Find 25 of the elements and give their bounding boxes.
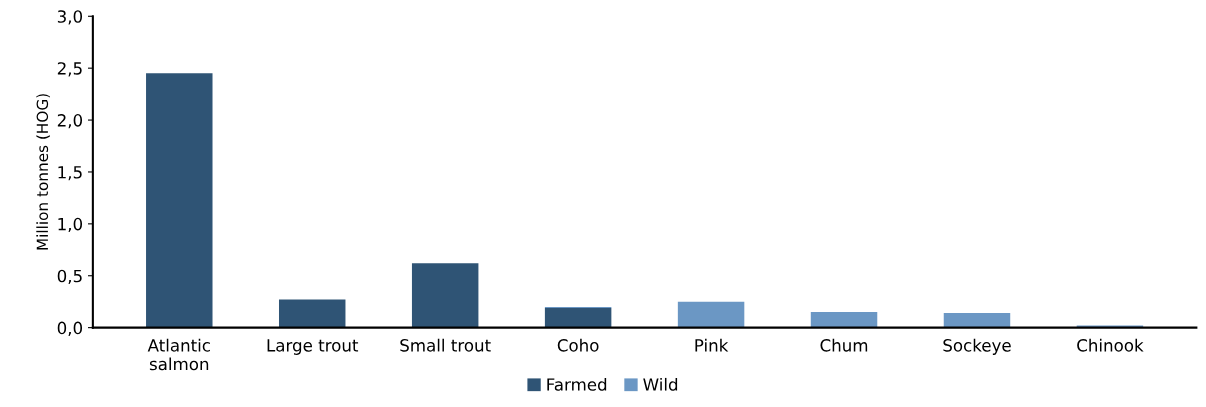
bar [810, 312, 878, 328]
y-tick-label: 1,0 [58, 217, 83, 233]
bar [278, 299, 346, 328]
x-tick-label: Chinook [1077, 338, 1144, 352]
y-tick-label: 0,5 [57, 269, 82, 285]
x-tick-label: Small trout [400, 338, 491, 352]
x-tick-label: Chum [820, 338, 868, 352]
x-tick-label: Pink [695, 338, 729, 352]
x-tick-label: Atlantic salmon [147, 338, 210, 371]
bar [146, 73, 213, 328]
legend-label: Farmed [547, 377, 607, 391]
y-tick-label: 0,0 [57, 321, 83, 336]
y-tick-label: 1,5 [58, 166, 82, 181]
x-tick-label: Coho [557, 338, 599, 352]
legend-label: Wild [643, 377, 678, 391]
y-tick-label: 2,5 [57, 62, 82, 77]
y-tick-label: 3,0 [57, 10, 83, 25]
x-tick-label: Sockeye [943, 338, 1011, 355]
bar [411, 263, 479, 328]
y-axis-title: Million tonnes (HOG) [36, 94, 50, 250]
bar [943, 313, 1011, 328]
x-tick-label: Large trout [267, 339, 359, 355]
bar [544, 307, 612, 328]
bar [677, 301, 745, 328]
y-tick-label: 2,0 [57, 114, 83, 129]
